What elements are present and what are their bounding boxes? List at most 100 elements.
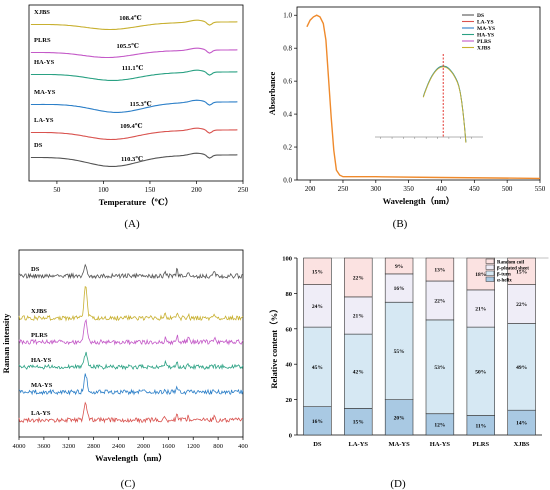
bar-segment-ma-ys-3: [384, 257, 414, 275]
bar-segment-xjbs-2: [507, 284, 536, 324]
x-tick-label: XJBS: [514, 441, 530, 448]
bar-segment-ha-ys-3: [425, 257, 455, 282]
legend-swatch: [485, 276, 495, 282]
x-tick-label: 450: [469, 185, 480, 193]
y-tick-label: 0: [289, 433, 292, 440]
x-tick-label: 3600: [37, 443, 50, 450]
dsc-curve-plrs: [30, 47, 238, 59]
dsc-curve-xjbs: [30, 19, 238, 31]
panel-c-raman: 4000 3600 3200 2800 2400 2000 1600 1200 800 400 Wa…: [1, 249, 248, 463]
y-tick-label: 0.0: [283, 177, 292, 185]
legend-label-ha-ys: HA-YS: [477, 33, 494, 39]
bar-data-label: 20%: [394, 415, 405, 421]
bar-segment-ds-0: [303, 406, 332, 436]
x-tick-label: 2800: [87, 443, 100, 450]
bar-data-label: 24%: [312, 304, 323, 310]
legend-label-ds: DS: [477, 13, 484, 19]
y-tick-label: 0.4: [283, 111, 292, 119]
bar-data-label: 13%: [434, 268, 445, 274]
legend-label-xjbs: XJBS: [477, 46, 490, 52]
x-tick-label: PLRS: [472, 441, 489, 448]
y-tick-label: 0.6: [283, 78, 292, 86]
raman-spectrum-plrs: [18, 318, 244, 346]
legend-swatch: [485, 264, 495, 270]
legend-label: Random coil: [497, 260, 525, 265]
raman-spectrum-ds: [18, 263, 244, 280]
bar-data-label: 21%: [353, 314, 364, 320]
series-label-la-ys: LA-YS: [31, 410, 51, 417]
y-axis-label: Raman intensity: [1, 313, 11, 373]
dsc-curve-ha-ys: [30, 69, 238, 81]
inset-curve-ha-ys: [422, 65, 467, 142]
bar-segment-ds-3: [303, 257, 332, 285]
x-tick-label: 1200: [187, 443, 200, 450]
peak-label-la-ys: 109.4℃: [120, 122, 143, 130]
bar-data-label: 45%: [312, 365, 323, 371]
raman-spectrum-xjbs: [18, 286, 244, 322]
x-tick-label: 4000: [13, 443, 26, 450]
x-tick-label: 250: [238, 186, 249, 194]
bar-data-label: 16%: [394, 286, 405, 292]
y-tick-label: 0.2: [283, 144, 292, 152]
bar-data-label: 55%: [394, 349, 405, 355]
y-tick-label: 40: [286, 362, 293, 369]
peak-label-ds: 110.3℃: [121, 155, 143, 163]
dsc-curve-ds: [30, 152, 238, 167]
bar-segment-xjbs-1: [507, 323, 536, 411]
inset-curve-ma-ys: [422, 65, 467, 143]
legend-swatch: [485, 270, 495, 276]
bar-data-label: 9%: [395, 264, 403, 270]
series-label-ma-ys: MA-YS: [31, 382, 53, 389]
bar-data-label: 22%: [516, 302, 527, 308]
x-tick-label: 400: [238, 443, 248, 450]
y-tick-label: 20: [286, 397, 293, 404]
raman-spectrum-ha-ys: [18, 351, 244, 371]
legend-swatch: [485, 258, 495, 264]
bar-data-label: 49%: [516, 365, 527, 371]
x-axis-label: Temperature（℃）: [99, 197, 173, 207]
x-tick-label: 800: [213, 443, 223, 450]
bar-segment-ha-ys-1: [425, 319, 455, 414]
series-label-plrs: PLRS: [31, 332, 48, 339]
bar-segment-ha-ys-2: [425, 280, 455, 321]
bar-data-label: 53%: [434, 365, 445, 371]
y-axis-label: Relative content（%）: [269, 304, 279, 388]
bar-data-label: 15%: [353, 420, 364, 426]
x-tick-label: 250: [338, 185, 349, 193]
bar-data-label: 15%: [516, 269, 527, 275]
bar-data-label: 14%: [516, 421, 527, 427]
series-label-ds: DS: [34, 142, 43, 149]
x-tick-label: DS: [313, 441, 322, 448]
legend-label-la-ys: LA-YS: [477, 20, 494, 26]
legend-label: α-helix: [497, 278, 512, 283]
bar-data-label: 22%: [434, 299, 445, 305]
series-label-la-ys: LA-YS: [34, 117, 54, 124]
bar-data-label: 18%: [475, 272, 486, 278]
panel-d-secondary-structure: 0 20 40 60 80 100 Relative content（%） 16% 45% 24%…: [269, 256, 549, 448]
x-tick-label: 200: [191, 186, 202, 194]
raman-spectrum-la-ys: [18, 401, 243, 424]
bar-segment-ma-ys-2: [384, 273, 414, 303]
bar-data-label: 50%: [475, 369, 486, 375]
inset-curve-xjbs: [422, 66, 467, 143]
x-tick-label: 150: [145, 186, 156, 194]
bar-segment-la-ys-3: [344, 257, 373, 298]
panel-label-d: (D): [390, 478, 406, 490]
bar-segment-xjbs-0: [507, 409, 536, 436]
x-axis-label: Wavelength（nm）: [383, 196, 455, 206]
dsc-curve-ma-ys: [30, 99, 238, 113]
raman-spectrum-ma-ys: [18, 373, 244, 396]
legend-label-plrs: PLRS: [477, 39, 491, 45]
panel-b-uv: 200 250 300 350 400 450 500 550 0.0 0.2 0.4 0.6 0.8 1…: [267, 6, 546, 206]
series-label-ha-ys: HA-YS: [34, 59, 55, 66]
y-tick-label: 60: [286, 326, 293, 333]
legend-label-ma-ys: MA-YS: [477, 26, 495, 32]
x-tick-label: 2000: [137, 443, 150, 450]
legend-label: β-pleated sheet: [497, 266, 529, 271]
bar-data-label: 15%: [312, 269, 323, 275]
panel-label-b: (B): [393, 218, 408, 230]
series-label-xjbs: XJBS: [34, 9, 50, 16]
x-tick-label: 500: [502, 185, 513, 193]
x-tick-label: HA-YS: [430, 441, 451, 448]
